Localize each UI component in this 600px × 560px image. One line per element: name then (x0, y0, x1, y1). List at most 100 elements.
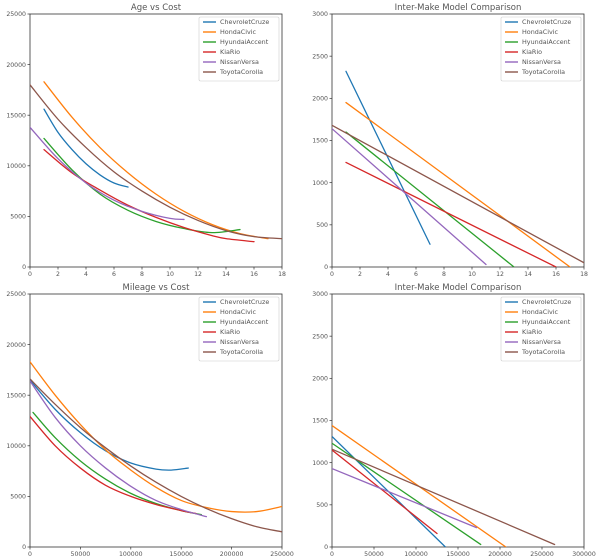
x-tick-label: 100000 (404, 551, 428, 558)
legend-label: NissanVersa (220, 338, 259, 346)
series-line-chevroletcruze (43, 108, 129, 188)
series-line-kiario (345, 161, 557, 267)
series-line-hondacivic (30, 361, 282, 513)
series-line-nissanversa (30, 380, 208, 518)
x-tick-label: 0 (330, 271, 334, 278)
legend-box (198, 16, 280, 82)
legend-label: KiaRio (522, 48, 542, 56)
x-tick-label: 8 (140, 271, 144, 278)
series-lines (30, 361, 282, 533)
legend-box (500, 296, 582, 362)
x-tick-label: 12 (194, 271, 202, 278)
series-line-nissanversa (332, 467, 478, 529)
y-tick-label: 1500 (312, 418, 328, 425)
x-tick-label: 2 (56, 271, 60, 278)
y-tick-label: 1000 (312, 180, 328, 187)
series-line-hyundaiaccent (345, 131, 515, 267)
x-tick-label: 50000 (71, 551, 91, 558)
x-tick-label: 6 (112, 271, 116, 278)
plot-frame (29, 293, 283, 548)
legend-label: ChevroletCruze (522, 298, 571, 306)
x-tick-label: 18 (580, 271, 588, 278)
x-tick-label: 10 (166, 271, 174, 278)
legend-label: ToyotaCorolla (219, 348, 263, 356)
legend-label: NissanVersa (220, 58, 259, 66)
series-lines (30, 81, 282, 243)
x-tick-label: 300000 (572, 551, 596, 558)
y-tick-label: 2500 (312, 333, 328, 340)
y-tick-label: 20000 (6, 342, 26, 349)
y-tick-label: 15000 (6, 392, 26, 399)
y-tick-label: 2000 (312, 376, 328, 383)
y-tick-label: 2500 (312, 53, 328, 60)
chart-panel-4: Inter-Make Model Comparison 0 50000 100000 1… (312, 283, 596, 558)
legend-label: ChevroletCruze (220, 18, 269, 26)
y-tick-label: 15000 (6, 112, 26, 119)
x-tick-label: 4 (386, 271, 390, 278)
legend-label: ChevroletCruze (220, 298, 269, 306)
x-tick-label: 8 (442, 271, 446, 278)
x-tick-label: 16 (250, 271, 258, 278)
y-tick-label: 0 (324, 264, 328, 271)
x-tick-label: 12 (496, 271, 504, 278)
y-tick-label: 0 (22, 264, 26, 271)
series-line-chevroletcruze (345, 70, 431, 245)
legend: ChevroletCruze HondaCivic HyundaiAccent Kia… (500, 296, 582, 362)
series-line-nissanversa (30, 126, 185, 221)
legend-label: HyundaiAccent (220, 318, 269, 326)
legend-label: HyundaiAccent (220, 38, 269, 46)
y-tick-label: 1500 (312, 138, 328, 145)
legend-label: HondaCivic (220, 28, 257, 36)
chart-title: Inter-Make Model Comparison (395, 283, 522, 293)
legend: ChevroletCruze HondaCivic HyundaiAccent Kia… (198, 296, 280, 362)
legend-box (198, 296, 280, 362)
legend-label: KiaRio (220, 328, 240, 336)
series-line-kiario (30, 415, 197, 515)
series-line-toyotacorolla (30, 378, 282, 533)
y-tick-label: 20000 (6, 62, 26, 69)
legend-label: ToyotaCorolla (521, 348, 565, 356)
legend-label: HyundaiAccent (522, 318, 571, 326)
x-tick-label: 150000 (446, 551, 470, 558)
chart-panel-1: Age vs Cost 0 2 4 6 8 10 12 14 16 18 0 5000 10000 1500… (6, 3, 286, 278)
legend-label: HyundaiAccent (522, 38, 571, 46)
x-tick-label: 14 (222, 271, 230, 278)
x-tick-label: 50000 (364, 551, 384, 558)
legend-label: HondaCivic (220, 308, 257, 316)
legend-label: NissanVersa (522, 338, 561, 346)
x-tick-label: 16 (552, 271, 560, 278)
y-tick-label: 5000 (10, 494, 26, 501)
y-tick-label: 1000 (312, 460, 328, 467)
x-tick-label: 18 (278, 271, 286, 278)
plot-frame (29, 13, 283, 268)
x-tick-label: 14 (524, 271, 532, 278)
y-tick-label: 3000 (312, 291, 328, 298)
series-lines (332, 70, 584, 267)
y-tick-label: 25000 (6, 291, 26, 298)
y-tick-label: 5000 (10, 214, 26, 221)
x-tick-label: 0 (330, 551, 334, 558)
series-line-toyotacorolla (332, 448, 556, 546)
legend-label: HondaCivic (522, 28, 559, 36)
legend-label: ChevroletCruze (522, 18, 571, 26)
series-line-hyundaiaccent (43, 137, 241, 234)
x-tick-label: 250000 (530, 551, 554, 558)
y-tick-label: 0 (324, 544, 328, 551)
series-line-toyotacorolla (332, 124, 584, 264)
x-tick-label: 10 (468, 271, 476, 278)
x-tick-label: 0 (28, 551, 32, 558)
x-tick-label: 4 (84, 271, 88, 278)
y-tick-label: 500 (316, 222, 328, 229)
y-tick-label: 10000 (6, 163, 26, 170)
chart-panel-2: Inter-Make Model Comparison 0 2 4 6 8 10 12 14 16… (312, 3, 588, 278)
y-tick-label: 2000 (312, 96, 328, 103)
series-line-hondacivic (345, 101, 571, 267)
series-lines (332, 424, 556, 547)
legend-box (500, 16, 582, 82)
chart-title: Inter-Make Model Comparison (395, 3, 522, 13)
x-tick-label: 100000 (119, 551, 143, 558)
y-tick-label: 25000 (6, 11, 26, 18)
